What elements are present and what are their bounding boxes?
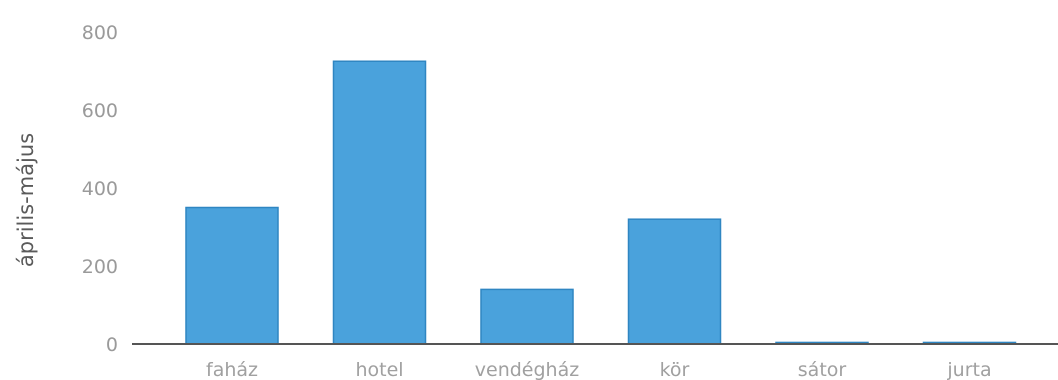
- y-axis-ticks: 0 200 400 600 800: [82, 22, 118, 356]
- bar-3: [627, 218, 722, 345]
- y-axis-label: április-május: [14, 133, 38, 267]
- x-axis-categories: faház hotel vendégház kör sátor jurta: [206, 359, 992, 380]
- x-tick-label: hotel: [355, 359, 403, 380]
- x-tick-label: sátor: [798, 359, 847, 380]
- x-tick-label: vendégház: [475, 359, 579, 380]
- y-tick-label: 200: [82, 256, 118, 278]
- bar-2: [480, 288, 574, 345]
- y-tick-label: 400: [82, 178, 118, 200]
- y-tick-label: 800: [82, 22, 118, 44]
- bar-0: [185, 206, 279, 345]
- y-tick-label: 600: [82, 100, 118, 122]
- x-tick-label: jurta: [946, 359, 991, 380]
- bars: [185, 60, 1017, 345]
- y-tick-label: 0: [106, 334, 118, 356]
- x-tick-label: faház: [206, 359, 258, 380]
- bar-1: [332, 60, 427, 345]
- x-tick-label: kör: [660, 359, 690, 380]
